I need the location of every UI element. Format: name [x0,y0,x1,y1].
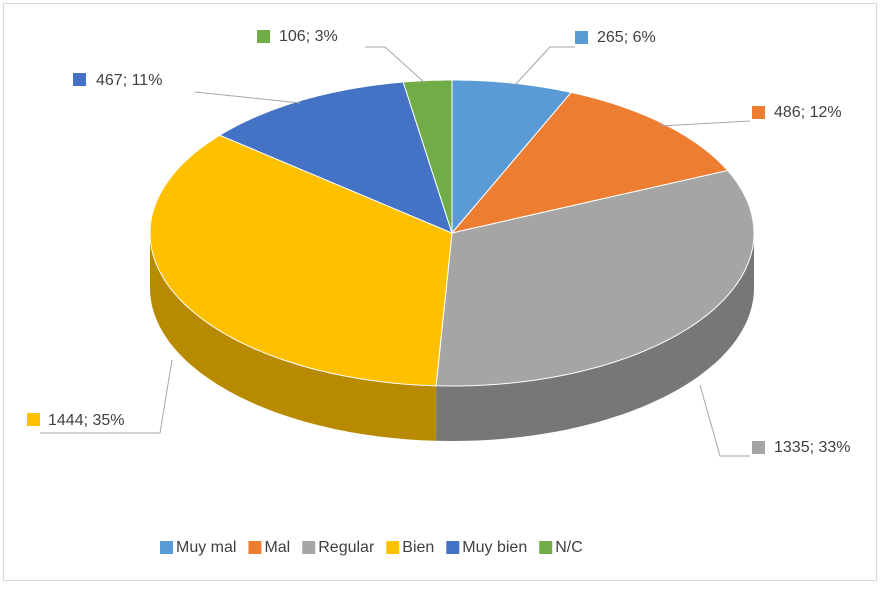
data-label: 1335; 33% [774,439,851,456]
label-swatch [27,413,40,426]
label-swatch [752,106,765,119]
legend-swatch [539,541,553,554]
slice [451,79,573,235]
legend-label: N/C [555,539,583,556]
leader-line [365,46,426,84]
leader-line [514,46,575,86]
slice-side [436,233,754,441]
data-label: 106; 3% [279,28,338,45]
legend-swatch [446,541,460,554]
legend-label: Muy bien [462,539,527,556]
data-label: 467; 11% [96,72,162,89]
legend-swatch [160,541,173,554]
data-label: 1444; 35% [48,412,125,429]
leader-line [40,359,173,434]
legend-label: Muy mal [176,539,236,556]
legend-swatch [302,541,316,554]
legend-swatch [386,541,400,554]
slice [402,79,453,234]
legend-label: Regular [318,539,375,556]
label-swatch [752,441,765,454]
slice [450,91,729,234]
leader-line [699,384,750,457]
legend-label: Mal [264,539,290,556]
leader-line [659,120,751,127]
legend-label: Bien [402,539,434,556]
slice-side [150,233,437,441]
label-swatch [257,30,270,43]
slice [435,169,755,387]
data-label: 486; 12% [774,104,842,121]
leader-line [194,91,301,104]
slice [149,134,453,387]
slice [218,81,453,234]
data-label: 265; 6% [597,29,656,46]
label-swatch [73,73,86,86]
legend-swatch [248,541,262,554]
label-swatch [575,31,588,44]
